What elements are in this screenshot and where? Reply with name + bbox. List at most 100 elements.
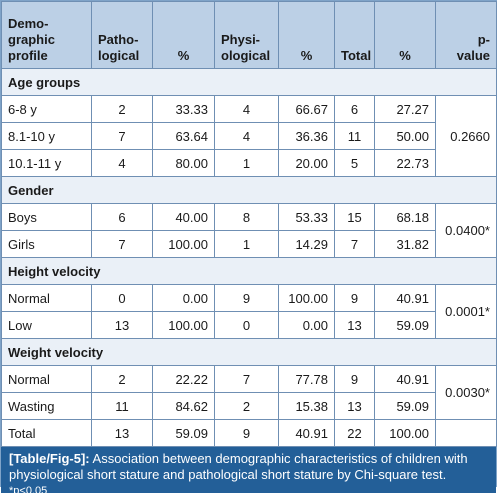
cell-pvalue: 0.2660 xyxy=(435,95,497,177)
header-row: Demo- graphic profile Patho- logical % P… xyxy=(1,1,497,69)
cell-pathological: 7 xyxy=(91,230,153,258)
cell-pct2: 36.36 xyxy=(278,122,335,150)
col-pathological-header: Patho- logical xyxy=(91,1,153,69)
col-total-header: Total xyxy=(334,1,375,69)
cell-pct1: 63.64 xyxy=(152,122,215,150)
cell-physiological: 7 xyxy=(214,365,279,393)
table-row: Girls 7 100.00 1 14.29 7 31.82 xyxy=(1,230,497,258)
cell-pct2: 14.29 xyxy=(278,230,335,258)
table-caption: [Table/Fig-5]: Association between demog… xyxy=(1,447,496,497)
row-label: Boys xyxy=(1,203,92,231)
caption-label: [Table/Fig-5]: xyxy=(9,451,90,466)
table-row: 10.1-11 y 4 80.00 1 20.00 5 22.73 xyxy=(1,149,497,177)
row-label: Normal xyxy=(1,284,92,312)
cell-pct3: 40.91 xyxy=(374,284,436,312)
cell-pct3: 59.09 xyxy=(374,392,436,420)
cell-total: 9 xyxy=(334,284,375,312)
cell-pct1: 84.62 xyxy=(152,392,215,420)
cell-total: 5 xyxy=(334,149,375,177)
section-title: Height velocity xyxy=(1,257,497,285)
col-pct1-header: % xyxy=(152,1,215,69)
cell-physiological: 4 xyxy=(214,122,279,150)
section-title: Gender xyxy=(1,176,497,204)
col-pvalue-label: p- value xyxy=(456,32,490,63)
cell-pct2: 66.67 xyxy=(278,95,335,123)
cell-total: 9 xyxy=(334,365,375,393)
cell-pct2: 77.78 xyxy=(278,365,335,393)
cell-pathological: 0 xyxy=(91,284,153,312)
cell-pvalue: 0.0001* xyxy=(435,284,497,339)
table-row: Wasting 11 84.62 2 15.38 13 59.09 xyxy=(1,392,497,420)
cell-pct3: 59.09 xyxy=(374,311,436,339)
data-table: Demo- graphic profile Patho- logical % P… xyxy=(1,1,497,447)
section-title: Age groups xyxy=(1,68,497,96)
row-label: 6-8 y xyxy=(1,95,92,123)
cell-pct1: 0.00 xyxy=(152,284,215,312)
cell-pathological: 2 xyxy=(91,365,153,393)
cell-pathological: 6 xyxy=(91,203,153,231)
col-pvalue-header: p- value xyxy=(435,1,497,69)
section-row-height: Height velocity xyxy=(1,257,497,285)
cell-pct2: 100.00 xyxy=(278,284,335,312)
table-row: Normal 0 0.00 9 100.00 9 40.91 0.0001* xyxy=(1,284,497,339)
cell-pathological: 13 xyxy=(91,311,153,339)
table-row: Low 13 100.00 0 0.00 13 59.09 xyxy=(1,311,497,339)
cell-pvalue-empty xyxy=(435,419,497,447)
cell-pct1: 22.22 xyxy=(152,365,215,393)
cell-pct1: 100.00 xyxy=(152,311,215,339)
cell-pathological: 13 xyxy=(91,419,153,447)
cell-pathological: 4 xyxy=(91,149,153,177)
caption-text: Association between demographic characte… xyxy=(9,451,468,482)
cell-physiological: 1 xyxy=(214,149,279,177)
cell-physiological: 8 xyxy=(214,203,279,231)
cell-pathological: 7 xyxy=(91,122,153,150)
cell-pct3: 100.00 xyxy=(374,419,436,447)
col-pct3-header: % xyxy=(374,1,436,69)
cell-pct3: 40.91 xyxy=(374,365,436,393)
col-physiological-label: Physi- ological xyxy=(221,32,271,63)
col-demographic-header: Demo- graphic profile xyxy=(1,1,92,69)
section-row-weight: Weight velocity xyxy=(1,338,497,366)
section-title: Weight velocity xyxy=(1,338,497,366)
table-row: Boys 6 40.00 8 53.33 15 68.18 0.0400* xyxy=(1,203,497,258)
cell-pct1: 80.00 xyxy=(152,149,215,177)
cell-physiological: 0 xyxy=(214,311,279,339)
col-demographic-label: Demo- graphic profile xyxy=(8,16,55,63)
cell-pct3: 50.00 xyxy=(374,122,436,150)
cell-pct3: 31.82 xyxy=(374,230,436,258)
cell-total: 11 xyxy=(334,122,375,150)
table-row: Normal 2 22.22 7 77.78 9 40.91 0.0030* xyxy=(1,365,497,420)
cell-pct1: 59.09 xyxy=(152,419,215,447)
section-row-gender: Gender xyxy=(1,176,497,204)
cell-total: 15 xyxy=(334,203,375,231)
row-label: Girls xyxy=(1,230,92,258)
cell-total: 7 xyxy=(334,230,375,258)
cell-pct3: 27.27 xyxy=(374,95,436,123)
cell-total: 22 xyxy=(334,419,375,447)
cell-total: 6 xyxy=(334,95,375,123)
row-label: Normal xyxy=(1,365,92,393)
cell-pct3: 68.18 xyxy=(374,203,436,231)
cell-pathological: 2 xyxy=(91,95,153,123)
row-label: 10.1-11 y xyxy=(1,149,92,177)
cell-physiological: 1 xyxy=(214,230,279,258)
cell-pvalue: 0.0030* xyxy=(435,365,497,420)
cell-pct1: 40.00 xyxy=(152,203,215,231)
row-label: Low xyxy=(1,311,92,339)
row-label: Total xyxy=(1,419,92,447)
cell-pct2: 20.00 xyxy=(278,149,335,177)
cell-pct2: 0.00 xyxy=(278,311,335,339)
cell-pct1: 33.33 xyxy=(152,95,215,123)
cell-pct1: 100.00 xyxy=(152,230,215,258)
cell-physiological: 4 xyxy=(214,95,279,123)
cell-physiological: 9 xyxy=(214,419,279,447)
col-physiological-header: Physi- ological xyxy=(214,1,279,69)
cell-pvalue: 0.0400* xyxy=(435,203,497,258)
table-row: 8.1-10 y 7 63.64 4 36.36 11 50.00 xyxy=(1,122,497,150)
cell-total: 13 xyxy=(334,392,375,420)
section-row-age: Age groups xyxy=(1,68,497,96)
col-pct2-header: % xyxy=(278,1,335,69)
col-pathological-label: Patho- logical xyxy=(98,32,140,63)
table-row: 6-8 y 2 33.33 4 66.67 6 27.27 0.2660 xyxy=(1,95,497,177)
